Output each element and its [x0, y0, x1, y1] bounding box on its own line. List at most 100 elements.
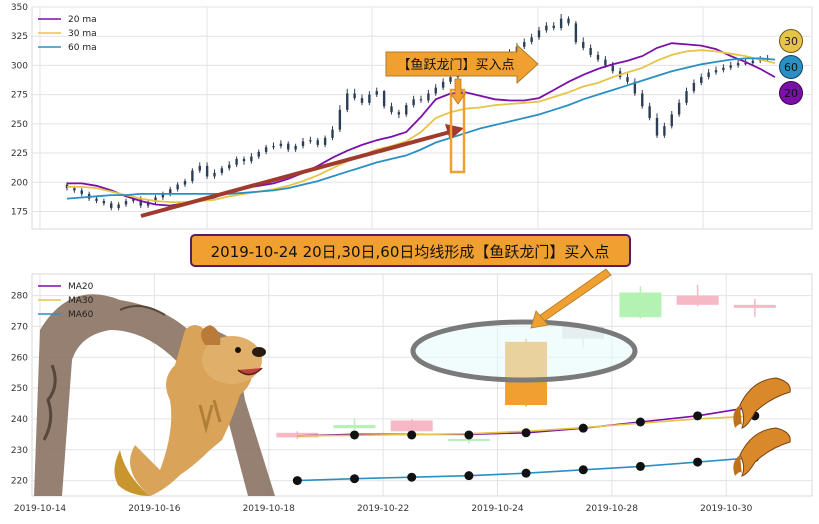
candle-body: [154, 197, 157, 203]
ma-dot-upper: [578, 423, 588, 433]
candle-body: [441, 81, 445, 88]
dog-nose: [252, 347, 266, 357]
candle-body: [353, 93, 356, 99]
bottom-xtick-label: 2019-10-24: [471, 504, 524, 514]
box-body: [447, 438, 490, 441]
candle-body: [323, 137, 327, 145]
candle-body: [655, 118, 659, 136]
candle-body: [397, 112, 401, 115]
top-ytick-label: 200: [11, 178, 28, 188]
candle-body: [191, 170, 194, 182]
candle-body: [412, 99, 415, 106]
box-body: [390, 420, 433, 432]
mermaid-dog-picture: [114, 325, 266, 496]
candle-body: [250, 156, 253, 162]
candle-body: [132, 198, 135, 201]
candle-body: [220, 168, 224, 173]
signal-label-text: 【鱼跃龙门】买入点: [397, 57, 514, 73]
bottom-ytick-label: 230: [11, 446, 28, 456]
candle-body: [95, 198, 98, 201]
bottom-xtick-label: 2019-10-28: [586, 504, 639, 514]
candle-body: [390, 106, 393, 113]
carp-bottom-tail: [733, 455, 742, 476]
candle-body: [257, 151, 260, 157]
candle-body: [427, 93, 430, 101]
candle-body: [169, 189, 172, 194]
candle-body: [611, 65, 614, 72]
ma-dot-upper: [407, 430, 417, 440]
candle-body: [648, 106, 651, 118]
candle-body: [677, 102, 681, 115]
carp-top-picture: [733, 377, 791, 429]
legend-label-ma20: MA20: [68, 282, 94, 292]
candle-body: [582, 42, 585, 48]
badge-30-text: 30: [784, 35, 798, 48]
box-body: [733, 304, 776, 308]
candle-body: [146, 202, 150, 206]
top-ytick-label: 325: [11, 32, 28, 42]
candle-body: [183, 181, 187, 185]
candle-body: [279, 143, 283, 147]
badge-20-circle: [779, 81, 803, 105]
ma-dot-upper: [693, 411, 703, 421]
candle-body: [537, 30, 541, 38]
candle-body: [198, 165, 201, 171]
top-plot-area: [31, 6, 813, 230]
ma-dot-lower: [464, 471, 474, 481]
top-candles: [65, 14, 769, 211]
candle-body: [242, 158, 246, 162]
bottom-plot-area: [31, 273, 813, 497]
candle-body: [559, 18, 563, 29]
candle-body: [574, 23, 578, 43]
top-ytick-label: 175: [11, 207, 28, 217]
legend-label-ma60: MA60: [68, 310, 94, 320]
candle-body: [110, 203, 113, 208]
banner: 2019-10-24 20日,30日,60日均线形成【鱼跃龙门】买入点: [190, 234, 631, 267]
bottom-x-axis: 2019-10-14 2019-10-16 2019-10-18 2019-10-22…: [14, 504, 753, 514]
arch-dragon-carving: [42, 364, 57, 441]
ma-dot-upper: [464, 430, 474, 440]
candle-body: [124, 200, 128, 205]
candle-body: [692, 82, 696, 92]
candle-body: [596, 54, 600, 60]
signal-label-callout: 【鱼跃龙门】买入点: [385, 43, 539, 85]
top-line-60ma: [66, 57, 776, 200]
badge-60-circle: [779, 55, 803, 79]
candle-body: [729, 65, 732, 68]
candle-body: [205, 165, 209, 177]
pointer-arrow-head: [530, 310, 549, 329]
candle-body: [707, 72, 710, 78]
candle-body: [176, 184, 179, 190]
candle-body: [294, 146, 297, 150]
banner-box: [190, 234, 631, 267]
carp-bottom-picture: [733, 427, 791, 477]
candle-body: [338, 109, 342, 130]
candle-body: [419, 99, 423, 101]
top-chart-panel: 175 200 225 250 275 300 325 350 20 ma 30 ma 60 …: [11, 3, 813, 230]
top-ytick-label: 275: [11, 91, 28, 101]
dog-eye: [235, 347, 241, 353]
signal-label-arrow-shape: [385, 43, 539, 85]
candle-body: [346, 93, 349, 110]
candle-body: [272, 146, 275, 148]
legend-label-60ma: 60 ma: [68, 43, 97, 53]
candle-body: [530, 37, 533, 43]
candle-body: [235, 158, 238, 165]
candle-body: [663, 126, 666, 136]
bottom-ytick-label: 270: [11, 322, 28, 332]
top-ytick-label: 250: [11, 120, 28, 130]
candle-body: [316, 140, 319, 145]
candle-body: [685, 91, 688, 103]
candle-body: [722, 67, 725, 71]
candle-body: [552, 25, 555, 29]
candle-body: [604, 59, 607, 66]
box-body: [619, 292, 662, 318]
candle-body: [523, 42, 526, 47]
ma-dot-lower: [578, 465, 588, 475]
top-ytick-label: 225: [11, 149, 28, 159]
candle-body: [213, 172, 216, 177]
banner-text: 2019-10-24 20日,30日,60日均线形成【鱼跃龙门】买入点: [211, 243, 610, 261]
